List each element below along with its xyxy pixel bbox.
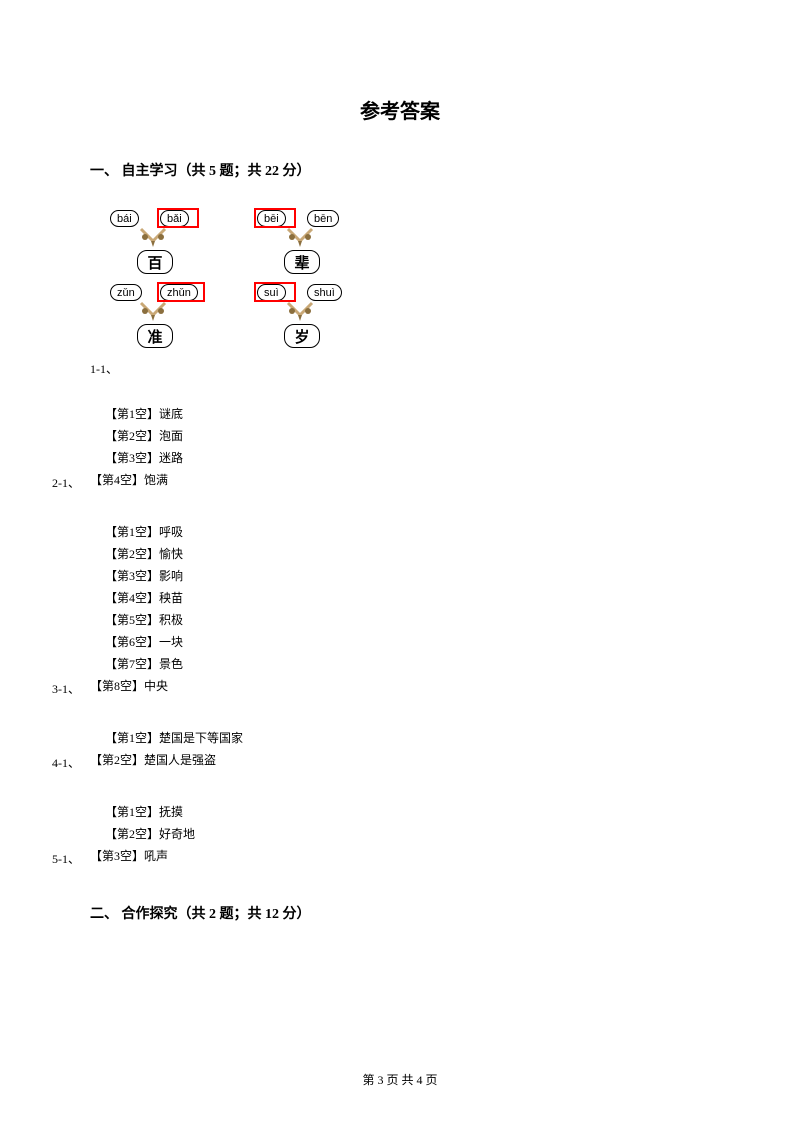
answer-line: 【第6空】一块 <box>105 631 710 653</box>
diagram-item: suì shuì 岁 <box>252 284 367 352</box>
answer-line: 【第2空】楚国人是强盗 <box>90 749 216 771</box>
connector-icon <box>280 227 320 250</box>
answer-line: 【第7空】景色 <box>105 653 710 675</box>
answer-line: 【第4空】饱满 <box>90 469 168 491</box>
answer-line: 【第3空】吼声 <box>90 845 168 867</box>
diagram-item: zǔn zhǔn 准 <box>105 284 220 352</box>
answer-line: 【第1空】谜底 <box>105 403 710 425</box>
diagram-item: bái bǎi 百 <box>105 210 220 278</box>
pinyin-bubble: bái <box>110 210 139 227</box>
connector-icon <box>133 227 173 250</box>
character-box: 准 <box>137 324 173 348</box>
pinyin-bubble: shuì <box>307 284 342 301</box>
diagram-row-2: zǔn zhǔn 准 suì shuì <box>105 284 710 352</box>
red-highlight-box <box>254 208 296 228</box>
answer-block-5: 【第1空】抚摸 【第2空】好奇地 5-1、 【第3空】吼声 <box>105 801 710 867</box>
answer-line: 【第2空】好奇地 <box>105 823 710 845</box>
question-label-5: 5-1、 <box>52 850 90 867</box>
diagram-item: bēi bēn 辈 <box>252 210 367 278</box>
page-title: 参考答案 <box>90 95 710 124</box>
answer-line: 【第4空】秧苗 <box>105 587 710 609</box>
character-box: 百 <box>137 250 173 274</box>
question-label-3: 3-1、 <box>52 680 90 697</box>
answer-line: 【第1空】楚国是下等国家 <box>105 727 710 749</box>
answer-line: 【第2空】泡面 <box>105 425 710 447</box>
answer-line: 【第8空】中央 <box>90 675 168 697</box>
answer-block-3: 【第1空】呼吸 【第2空】愉快 【第3空】影响 【第4空】秧苗 【第5空】积极 … <box>105 521 710 697</box>
connector-icon <box>133 301 173 324</box>
red-highlight-box <box>157 208 199 228</box>
character-box: 岁 <box>284 324 320 348</box>
question-label-4: 4-1、 <box>52 754 90 771</box>
answer-block-4: 【第1空】楚国是下等国家 4-1、 【第2空】楚国人是强盗 <box>105 727 710 771</box>
diagram-row-1: bái bǎi 百 bēi bēn <box>105 210 710 278</box>
red-highlight-box <box>157 282 205 302</box>
answer-line: 【第5空】积极 <box>105 609 710 631</box>
answer-line: 【第1空】抚摸 <box>105 801 710 823</box>
character-box: 辈 <box>284 250 320 274</box>
answer-line: 【第3空】迷路 <box>105 447 710 469</box>
pinyin-bubble: zǔn <box>110 284 142 301</box>
red-highlight-box <box>254 282 296 302</box>
question-label-1: 1-1、 <box>90 360 710 377</box>
section-2-header: 二、 合作探究（共 2 题；共 12 分） <box>90 903 710 923</box>
answer-line: 【第3空】影响 <box>105 565 710 587</box>
answer-line: 【第1空】呼吸 <box>105 521 710 543</box>
connector-icon <box>280 301 320 324</box>
answer-block-2: 【第1空】谜底 【第2空】泡面 【第3空】迷路 2-1、 【第4空】饱满 <box>105 403 710 491</box>
pinyin-bubble: bēn <box>307 210 339 227</box>
section-1-header: 一、 自主学习（共 5 题；共 22 分） <box>90 160 710 180</box>
diagram-area: bái bǎi 百 bēi bēn <box>105 210 710 352</box>
question-label-2: 2-1、 <box>52 474 90 491</box>
page-footer: 第 3 页 共 4 页 <box>0 1071 800 1088</box>
answer-line: 【第2空】愉快 <box>105 543 710 565</box>
